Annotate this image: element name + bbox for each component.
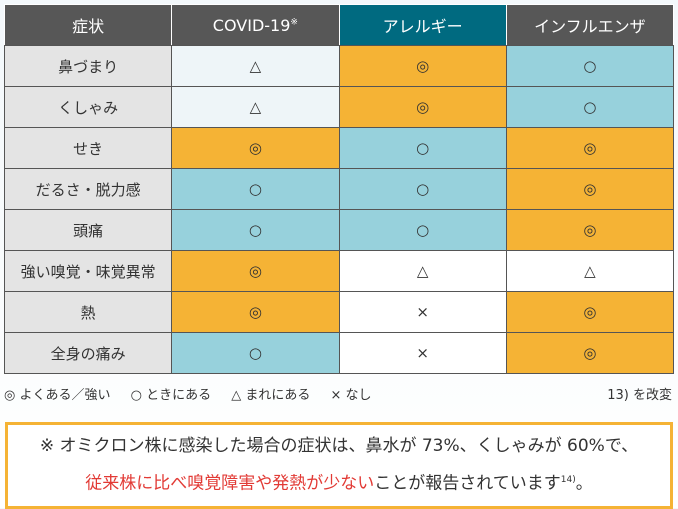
allergy-cell: ○ [338, 127, 507, 169]
symptom-cell: だるさ・脱力感 [3, 168, 173, 210]
table-row: せき ◎ ○ ◎ [3, 127, 675, 169]
flu-cell: ○ [505, 45, 675, 87]
legend-item: ○ ときにある [130, 388, 212, 403]
allergy-cell: ○ [338, 209, 507, 251]
legend: ◎ よくある／強い ○ ときにある △ まれにある × なし [4, 384, 388, 403]
table-row: くしゃみ △ ◎ ○ [3, 86, 675, 128]
symptom-cell: くしゃみ [3, 86, 173, 128]
covid-cell: ◎ [171, 127, 340, 169]
symptom-cell: せき [3, 127, 173, 169]
covid-cell: ○ [171, 209, 340, 251]
legend-item: △ まれにある [231, 388, 311, 403]
table-row: 頭痛 ○ ○ ◎ [3, 209, 675, 251]
header-flu: インフルエンザ [505, 4, 675, 46]
flu-cell: ◎ [505, 291, 675, 333]
allergy-cell: ◎ [338, 86, 507, 128]
table-row: 熱 ◎ × ◎ [3, 291, 675, 333]
table-row: 全身の痛み ○ × ◎ [3, 332, 675, 374]
symptom-cell: 鼻づまり [3, 45, 173, 87]
allergy-cell: ◎ [338, 45, 507, 87]
legend-item: ◎ よくある／強い [4, 388, 111, 403]
header-allergy: アレルギー [338, 4, 507, 46]
allergy-cell: ○ [338, 168, 507, 210]
symptom-cell: 全身の痛み [3, 332, 173, 374]
note-line2: 従来株に比べ嗅覚障害や発熱が少ないことが報告されています14)。 [8, 463, 670, 501]
covid-cell: ◎ [171, 250, 340, 292]
symptom-cell: 頭痛 [3, 209, 173, 251]
omicron-note: ※ オミクロン株に感染した場合の症状は、鼻水が 73%、くしゃみが 60%で、 … [5, 422, 673, 509]
note-end: 。 [575, 473, 593, 494]
note-ref: 14) [560, 475, 576, 485]
covid-cell: △ [171, 45, 340, 87]
covid-cell: ○ [171, 168, 340, 210]
table-header: 症状 COVID-19※ アレルギー インフルエンザ [3, 4, 675, 46]
symptom-cell: 強い嗅覚・味覚異常 [3, 250, 173, 292]
note-highlight: 従来株に比べ嗅覚障害や発熱が少ない [85, 473, 375, 494]
symptom-comparison-table: 症状 COVID-19※ アレルギー インフルエンザ 鼻づまり △ ◎ ○ くしゃみ △ ◎… [3, 4, 675, 374]
table-row: 強い嗅覚・味覚異常 ◎ △ △ [3, 250, 675, 292]
allergy-cell: △ [338, 250, 507, 292]
flu-cell: ◎ [505, 168, 675, 210]
flu-cell: △ [505, 250, 675, 292]
flu-cell: ◎ [505, 127, 675, 169]
flu-cell: ◎ [505, 332, 675, 374]
table-row: 鼻づまり △ ◎ ○ [3, 45, 675, 87]
note-line1: ※ オミクロン株に感染した場合の症状は、鼻水が 73%、くしゃみが 60%で、 [39, 436, 639, 456]
symptom-cell: 熱 [3, 291, 173, 333]
header-covid-label: COVID-19 [212, 15, 291, 35]
flu-cell: ◎ [505, 209, 675, 251]
allergy-cell: × [338, 291, 507, 333]
flu-cell: ○ [505, 86, 675, 128]
header-symptom: 症状 [3, 4, 173, 46]
allergy-cell: × [338, 332, 507, 374]
header-covid: COVID-19※ [171, 4, 340, 46]
legend-item: × なし [330, 388, 372, 403]
covid-cell: ◎ [171, 291, 340, 333]
covid-footnote-mark: ※ [290, 17, 298, 28]
source-note: 13) を改変 [607, 388, 672, 403]
covid-cell: ○ [171, 332, 340, 374]
table-row: だるさ・脱力感 ○ ○ ◎ [3, 168, 675, 210]
covid-cell: △ [171, 86, 340, 128]
note-rest: ことが報告されています [374, 473, 561, 494]
